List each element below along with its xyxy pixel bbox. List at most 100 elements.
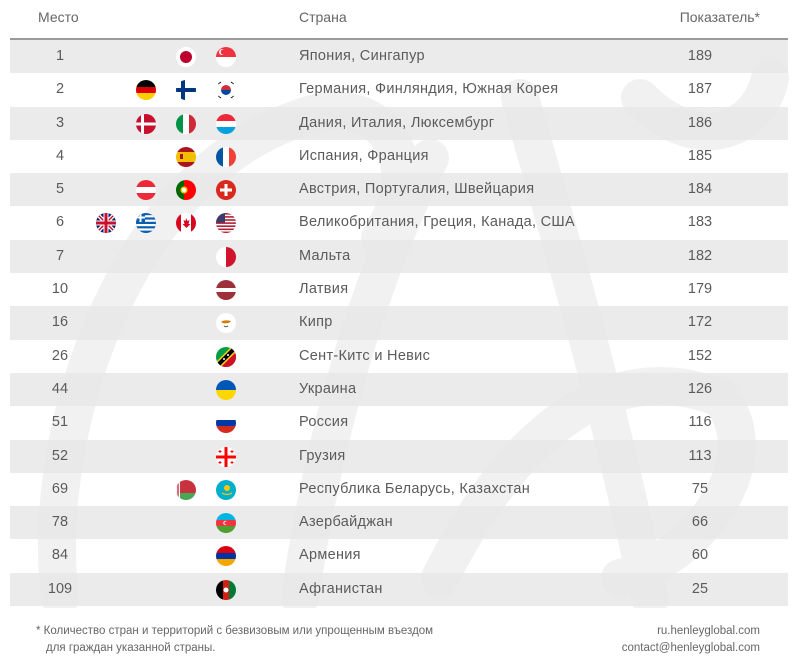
- footnote-line-1: * Количество стран и территорий с безвиз…: [36, 625, 434, 637]
- table-row: 16 Кипр 172: [10, 306, 788, 340]
- ukraine-flag-icon: [216, 379, 236, 400]
- table-row: 10 Латвия 179: [10, 273, 788, 306]
- flags-cell: [10, 40, 290, 73]
- flags-cell: [10, 73, 290, 106]
- score-cell: 182: [687, 247, 713, 264]
- ranking-table: 1 Япония, Сингапур 189 2 Германия, Финляндия…: [10, 40, 788, 607]
- table-row: 69 Республика Беларусь, Казахстан 75: [10, 473, 788, 506]
- country-cell: Испания, Франция: [299, 147, 429, 164]
- belarus-flag-icon: [176, 479, 196, 500]
- flags-cell: [10, 373, 290, 406]
- japan-flag-icon: [176, 47, 196, 67]
- country-cell: Республика Беларусь, Казахстан: [299, 480, 531, 497]
- spain-flag-icon: [176, 146, 196, 167]
- malta-flag-icon: [216, 246, 236, 267]
- saint-kitts-nevis-flag-icon: [216, 346, 236, 367]
- score-cell: 184: [687, 181, 713, 198]
- table-header: Место Страна Показатель*: [10, 0, 788, 40]
- score-cell: 126: [687, 380, 713, 397]
- flags-cell: [10, 573, 290, 606]
- rank-cell: 1: [55, 48, 65, 64]
- table-row: 52 Грузия 113: [10, 439, 788, 473]
- table-row: 6 Великобритания, Греция, Канада, США 183: [10, 206, 788, 239]
- country-cell: Великобритания, Греция, Канада, США: [299, 214, 575, 231]
- country-cell: Дания, Италия, Люксембург: [299, 114, 495, 131]
- flags-cell: [10, 173, 290, 206]
- flags-cell: [10, 206, 290, 239]
- table-row: 7 Мальта 182: [10, 239, 788, 274]
- cyprus-flag-icon: [216, 313, 236, 334]
- country-cell: Мальта: [299, 247, 351, 264]
- score-cell: 187: [687, 81, 713, 98]
- score-cell: 189: [687, 48, 713, 64]
- table-row: 2 Германия, Финляндия, Южная Корея 187: [10, 73, 788, 106]
- country-cell: Азербайджан: [299, 514, 393, 531]
- country-cell: Кипр: [299, 314, 333, 331]
- latvia-flag-icon: [216, 280, 236, 301]
- flags-cell: [10, 406, 290, 439]
- portugal-flag-icon: [176, 180, 196, 201]
- footnote: * Количество стран и территорий с безвиз…: [36, 623, 433, 657]
- flags-cell: [10, 506, 290, 539]
- flags-cell: [10, 440, 290, 473]
- score-cell: 60: [691, 547, 709, 564]
- flags-cell: [10, 340, 290, 373]
- germany-flag-icon: [136, 80, 156, 101]
- table-row: 44 Украина 126: [10, 372, 788, 407]
- score-cell: 183: [687, 214, 713, 231]
- score-cell: 75: [691, 480, 709, 497]
- country-cell: Австрия, Португалия, Швейцария: [299, 181, 535, 198]
- south-korea-flag-icon: [216, 80, 236, 101]
- table-row: 78 Азербайджан 66: [10, 506, 788, 540]
- russia-flag-icon: [216, 413, 236, 434]
- flags-cell: [10, 273, 290, 306]
- flags-cell: [10, 306, 290, 339]
- luxembourg-flag-icon: [216, 113, 236, 134]
- azerbaijan-flag-icon: [216, 513, 236, 534]
- georgia-flag-icon: [216, 446, 236, 467]
- table-row: 84 Армения 60: [10, 539, 788, 572]
- table-row: 26 Сент-Китс и Невис 152: [10, 340, 788, 373]
- country-cell: Латвия: [299, 281, 349, 298]
- table-row: 51 Россия 116: [10, 406, 788, 439]
- score-cell: 113: [688, 447, 712, 464]
- country-cell: Грузия: [299, 447, 346, 464]
- greece-flag-icon: [136, 213, 156, 234]
- table-row: 109 Афганистан 25: [10, 572, 788, 607]
- country-column-header: Страна: [299, 9, 347, 25]
- afghanistan-flag-icon: [216, 579, 236, 600]
- italy-flag-icon: [176, 113, 196, 134]
- singapore-flag-icon: [216, 47, 236, 67]
- uk-flag-icon: [96, 213, 116, 234]
- denmark-flag-icon: [136, 113, 156, 134]
- flags-cell: [10, 473, 290, 506]
- table-row: 3 Дания, Италия, Люксембург 186: [10, 106, 788, 140]
- score-cell: 179: [687, 281, 713, 298]
- austria-flag-icon: [136, 180, 156, 201]
- canada-flag-icon: [176, 213, 196, 234]
- armenia-flag-icon: [216, 546, 236, 567]
- score-cell: 152: [687, 347, 713, 364]
- score-column-header: Показатель*: [679, 9, 760, 25]
- country-cell: Афганистан: [299, 580, 383, 597]
- score-cell: 185: [687, 147, 713, 164]
- finland-flag-icon: [176, 80, 196, 101]
- score-cell: 172: [687, 314, 713, 331]
- score-cell: 116: [688, 414, 712, 431]
- table-row: 4 Испания, Франция 185: [10, 140, 788, 173]
- country-cell: Армения: [299, 547, 361, 564]
- flags-cell: [10, 107, 290, 140]
- rank-cell: 2: [55, 81, 65, 98]
- score-cell: 25: [691, 580, 709, 597]
- switzerland-flag-icon: [216, 180, 236, 201]
- country-cell: Украина: [299, 380, 357, 397]
- france-flag-icon: [216, 146, 236, 167]
- country-cell: Россия: [299, 414, 349, 431]
- footnote-line-2: для граждан указанной страны.: [46, 642, 216, 654]
- email-link[interactable]: contact@henleyglobal.com: [621, 642, 760, 654]
- flags-cell: [10, 539, 290, 572]
- usa-flag-icon: [216, 213, 236, 234]
- flags-cell: [10, 240, 290, 273]
- website-link[interactable]: ru.henleyglobal.com: [657, 625, 760, 637]
- rank-column-header: Место: [38, 9, 79, 25]
